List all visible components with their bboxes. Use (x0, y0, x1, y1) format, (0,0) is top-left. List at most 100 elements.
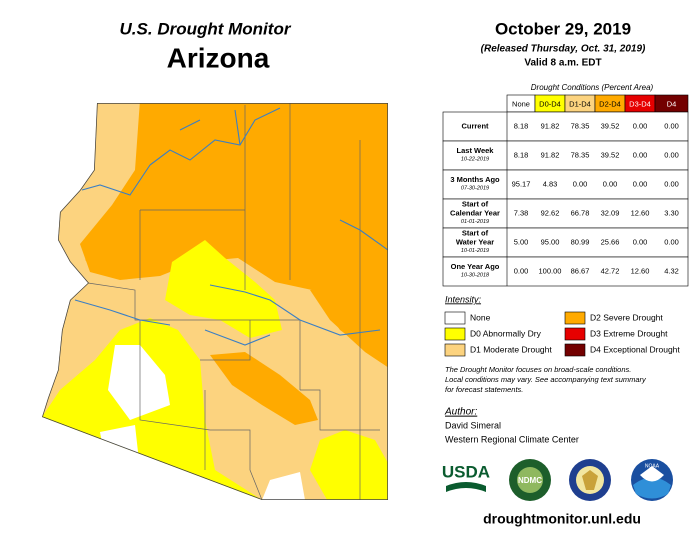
legend-label: D4 Exceptional Drought (590, 344, 680, 354)
row-label: Start of (462, 199, 489, 208)
ndmc-inner (517, 467, 543, 493)
table-value: 0.00 (664, 150, 679, 159)
legend: None D0 Abnormally Dry D1 Moderate Drought… (444, 311, 680, 357)
logos: USDA NDMC NOAA (442, 459, 673, 501)
table-value: 39.52 (601, 150, 620, 159)
doc-eagle (582, 470, 598, 490)
d2-area (85, 250, 125, 276)
table-value: 0.00 (603, 179, 618, 188)
rivers (74, 107, 388, 346)
table-value: 12.60 (631, 208, 650, 217)
table-value: 91.82 (541, 121, 560, 130)
column-header: D3-D4 (629, 99, 651, 108)
legend-swatch (444, 343, 466, 357)
table-value: 0.00 (664, 237, 679, 246)
notes: The Drought Monitor focuses on broad-sca… (445, 365, 647, 394)
row-label: One Year Ago (451, 262, 500, 271)
row-label: Calendar Year (450, 208, 500, 217)
table-value: 32.09 (601, 208, 620, 217)
table-value: 78.35 (571, 150, 590, 159)
d0-area (310, 430, 388, 500)
d0-area (165, 240, 282, 338)
table-value: 100.00 (539, 266, 562, 275)
table-value: 25.66 (601, 237, 620, 246)
legend-swatch (564, 343, 586, 357)
table-value: 95.00 (541, 237, 560, 246)
table-value: 0.00 (573, 179, 588, 188)
legend-label: D3 Extreme Drought (590, 328, 668, 338)
table-value: 4.32 (664, 266, 679, 275)
state-name: Arizona (167, 42, 270, 73)
note-line: Local conditions may vary. See accompany… (445, 375, 647, 384)
table-value: 3.30 (664, 208, 679, 217)
author-name: David Simeral (445, 420, 501, 430)
legend-label: D0 Abnormally Dry (470, 328, 542, 338)
legend-swatch (564, 327, 586, 341)
row-cell (442, 198, 689, 229)
table-value: 0.00 (633, 237, 648, 246)
table-value: 0.00 (664, 121, 679, 130)
table-value: 86.67 (571, 266, 590, 275)
legend-swatch (564, 311, 586, 325)
table-value: 5.00 (514, 237, 529, 246)
row-label: Current (461, 121, 489, 130)
row-date: 10-01-2019 (461, 248, 489, 254)
column-header: D0-D4 (539, 99, 561, 108)
d2-area (210, 352, 318, 425)
ndmc-label: NDMC (518, 476, 542, 485)
no-drought-area (262, 472, 305, 500)
row-cell (442, 169, 689, 200)
table-value: 8.18 (514, 150, 529, 159)
table-value: 92.62 (541, 208, 560, 217)
column-header: D1-D4 (569, 99, 591, 108)
table-value: 39.52 (601, 121, 620, 130)
table-value: 7.38 (514, 208, 529, 217)
row-date: 07-30-2019 (461, 185, 489, 191)
column-header: D4 (667, 99, 677, 108)
table-value: 42.72 (601, 266, 620, 275)
author-heading: Author: (444, 407, 477, 418)
noaa-wave (633, 477, 671, 499)
legend-label: None (470, 312, 491, 322)
table-value: 8.18 (514, 121, 529, 130)
county-lines (87, 103, 380, 500)
row-label: Last Week (457, 146, 495, 155)
row-cell (442, 111, 689, 142)
no-drought-area (108, 345, 170, 420)
row-date: 01-01-2019 (461, 219, 489, 225)
row-label: Water Year (456, 237, 494, 246)
valid-time: Valid 8 a.m. EDT (524, 58, 601, 69)
table-value: 0.00 (633, 121, 648, 130)
table-value: 4.83 (543, 179, 558, 188)
row-label: Start of (462, 228, 489, 237)
note-line: for forecast statements. (445, 385, 523, 394)
row-date: 10-22-2019 (461, 156, 489, 162)
row-date: 10-30-2018 (461, 272, 490, 278)
column-header: D2-D4 (599, 99, 621, 108)
table-value: 0.00 (633, 179, 648, 188)
no-drought-area (100, 425, 140, 470)
conditions-table: None D0-D4 D1-D4 D2-D4 D3-D4 D4 Current 8.18 91.… (442, 94, 689, 287)
table-caption: Drought Conditions (Percent Area) (531, 83, 654, 92)
table-value: 0.00 (664, 179, 679, 188)
release-date: (Released Thursday, Oct. 31, 2019) (481, 44, 646, 55)
usda-logo: USDA (442, 462, 490, 481)
legend-label: D1 Moderate Drought (470, 344, 552, 354)
map-title: U.S. Drought Monitor (120, 19, 292, 38)
table-value: 95.17 (512, 179, 531, 188)
noaa-gull (640, 466, 664, 482)
row-label: 3 Months Ago (450, 175, 500, 184)
state-border (42, 103, 388, 500)
author-organization: Western Regional Climate Center (445, 434, 579, 444)
d2-area (310, 285, 388, 370)
table-value: 91.82 (541, 150, 560, 159)
website-url: droughtmonitor.unl.edu (483, 511, 641, 527)
map-date: October 29, 2019 (495, 19, 631, 38)
row-cell (442, 140, 689, 171)
note-line: The Drought Monitor focuses on broad-sca… (445, 365, 631, 374)
legend-title: Intensity: (445, 294, 482, 304)
table-value: 80.99 (571, 237, 590, 246)
legend-swatch (444, 327, 466, 341)
legend-label: D2 Severe Drought (590, 312, 663, 322)
